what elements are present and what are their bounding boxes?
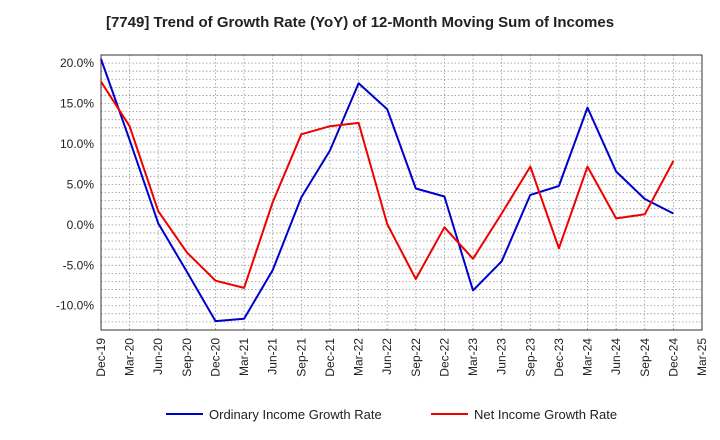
x-tick-label: Jun-22 — [380, 338, 394, 375]
plot-frame — [100, 54, 703, 331]
x-tick-labels: Dec-19 Mar-20 Jun-20 Sep-20 Dec-20 Mar-21 Jun-… — [94, 338, 709, 377]
x-tick-label: Mar-24 — [581, 338, 595, 376]
x-tick-label: Dec-22 — [437, 338, 451, 377]
legend: Ordinary Income Growth Rate Net Income Gr… — [166, 407, 617, 422]
legend-label: Ordinary Income Growth Rate — [209, 407, 382, 422]
x-tick-label: Mar-21 — [237, 338, 251, 376]
x-tick-label: Sep-20 — [180, 338, 194, 377]
series-line — [100, 81, 675, 289]
y-tick-label: 15.0% — [60, 97, 94, 111]
chart-title: [7749] Trend of Growth Rate (YoY) of 12-… — [105, 14, 615, 31]
grid-lines — [100, 54, 703, 331]
x-tick-label: Mar-22 — [352, 338, 366, 376]
y-tick-label: 20.0% — [60, 56, 94, 70]
series-lines — [100, 58, 675, 323]
x-tick-label: Dec-19 — [94, 338, 108, 377]
x-tick-label: Sep-21 — [294, 338, 308, 377]
x-tick-label: Mar-20 — [123, 338, 137, 376]
x-tick-label: Jun-24 — [609, 338, 623, 375]
y-tick-label: -5.0% — [63, 258, 95, 272]
x-tick-label: Sep-23 — [523, 338, 537, 377]
y-tick-labels: 20.0% 15.0% 10.0% 5.0% 0.0% -5.0% -10.0% — [56, 56, 94, 313]
x-tick-label: Jun-21 — [266, 338, 280, 375]
x-tick-label: Jun-20 — [151, 338, 165, 375]
x-tick-label: Dec-21 — [323, 338, 337, 377]
x-tick-label: Dec-20 — [208, 338, 222, 377]
x-tick-label: Sep-24 — [638, 338, 652, 377]
y-tick-label: 0.0% — [67, 218, 95, 232]
legend-label: Net Income Growth Rate — [474, 407, 617, 422]
series-line — [100, 58, 674, 323]
x-tick-label: Mar-23 — [466, 338, 480, 376]
x-tick-label: Dec-23 — [552, 338, 566, 377]
x-tick-label: Sep-22 — [409, 338, 423, 377]
x-tick-label: Jun-23 — [495, 338, 509, 375]
y-tick-label: -10.0% — [56, 299, 94, 313]
y-tick-label: 10.0% — [60, 137, 94, 151]
y-tick-label: 5.0% — [67, 177, 95, 191]
x-tick-label: Dec-24 — [666, 338, 680, 377]
x-tick-label: Mar-25 — [695, 338, 709, 376]
